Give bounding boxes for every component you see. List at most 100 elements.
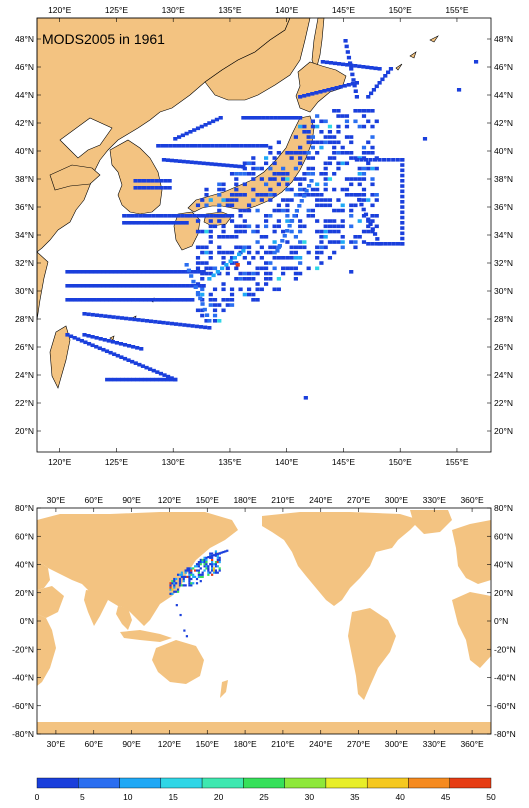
- observation-cell: [422, 137, 428, 141]
- observation-cell: [126, 221, 131, 225]
- observation-cell: [264, 144, 269, 148]
- observation-cell: [99, 313, 104, 318]
- observation-cell: [340, 151, 345, 155]
- observation-cell: [153, 319, 158, 324]
- observation-cell: [237, 164, 242, 169]
- observation-cell: [188, 577, 191, 581]
- observation-cell: [161, 270, 166, 274]
- observation-cell: [224, 263, 229, 267]
- observation-cell: [332, 135, 337, 139]
- observation-cell: [211, 119, 216, 124]
- observation-cell: [334, 86, 339, 90]
- observation-cell: [200, 214, 206, 218]
- observation-cell: [255, 193, 260, 197]
- observation-cell: [272, 245, 277, 250]
- observation-cell: [205, 144, 211, 148]
- observation-cell: [184, 263, 189, 267]
- observation-cell: [336, 198, 341, 202]
- observation-cell: [370, 182, 375, 187]
- observation-cell: [366, 224, 371, 229]
- observation-cell: [302, 177, 307, 181]
- observation-cell: [319, 235, 324, 239]
- observation-cell: [188, 214, 193, 218]
- land-korea: [109, 139, 163, 215]
- observation-cell: [167, 179, 172, 183]
- regional-lat-tick-label-left: 44°N: [15, 90, 34, 100]
- observation-cell: [195, 245, 201, 250]
- observation-cell: [225, 298, 230, 302]
- global-lat-tick-label-right: -60°N: [494, 701, 516, 711]
- observation-cell: [234, 224, 239, 229]
- observation-cell: [310, 124, 316, 129]
- observation-cell: [315, 114, 320, 118]
- observation-cell: [177, 159, 182, 163]
- observation-cell: [353, 235, 358, 239]
- observation-cell: [173, 590, 176, 593]
- observation-cell: [77, 284, 82, 288]
- observation-cell: [190, 584, 193, 587]
- observation-cell: [209, 556, 212, 559]
- observation-cell: [200, 245, 205, 250]
- observation-cell: [276, 219, 281, 223]
- regional-lat-tick-label-right: 46°N: [494, 62, 513, 72]
- observation-cell: [344, 124, 350, 129]
- observation-cell: [197, 270, 202, 274]
- observation-cell: [297, 204, 302, 208]
- observation-cell: [344, 177, 350, 181]
- observation-cell: [108, 377, 114, 382]
- observation-cell: [268, 198, 273, 202]
- observation-cell: [190, 573, 193, 576]
- observation-cell: [214, 569, 218, 572]
- observation-cell: [370, 227, 375, 231]
- colorbar-segment: [284, 777, 327, 789]
- observation-cell: [234, 277, 239, 281]
- colorbar-label: 5: [80, 792, 85, 802]
- observation-cell: [157, 270, 162, 274]
- observation-cell: [349, 214, 354, 218]
- observation-cell: [195, 308, 201, 313]
- observation-cell: [197, 144, 202, 148]
- observation-cell: [276, 208, 281, 213]
- observation-cell: [336, 151, 341, 155]
- observation-cell: [272, 287, 277, 292]
- observation-cell: [193, 270, 198, 274]
- observation-cell: [323, 235, 328, 239]
- observation-cell: [285, 116, 291, 120]
- observation-cell: [323, 119, 328, 124]
- regional-lon-tick-label-top: 130°E: [162, 5, 186, 15]
- observation-cell: [171, 580, 174, 583]
- observation-cell: [195, 229, 201, 234]
- observation-cell: [217, 182, 222, 187]
- observation-cell: [289, 266, 294, 271]
- observation-cell: [194, 569, 197, 572]
- observation-cell: [172, 221, 178, 225]
- observation-cell: [375, 237, 380, 241]
- observation-cell: [212, 567, 216, 570]
- observation-cell: [217, 219, 222, 223]
- observation-cell: [323, 224, 328, 229]
- observation-cell: [188, 571, 191, 574]
- observation-cell: [209, 555, 212, 558]
- observation-cell: [340, 187, 345, 192]
- observation-cell: [276, 172, 281, 176]
- observation-cell: [161, 284, 166, 288]
- observation-cell: [251, 177, 256, 181]
- observation-cell: [255, 240, 260, 244]
- observation-cell: [130, 214, 135, 218]
- observation-cell: [214, 553, 218, 556]
- observation-cell: [217, 245, 222, 250]
- observation-cell: [251, 271, 256, 276]
- colorbar-label: 20: [214, 792, 224, 802]
- observation-cell: [276, 277, 281, 281]
- observation-cell: [285, 177, 290, 181]
- observation-cell: [221, 256, 226, 260]
- observation-cell: [229, 250, 235, 255]
- observation-cell: [221, 235, 226, 239]
- observation-cell: [221, 224, 226, 229]
- observation-cell: [216, 558, 219, 562]
- observation-cell: [108, 298, 113, 302]
- observation-cell: [119, 355, 124, 359]
- observation-cell: [158, 371, 164, 376]
- observation-cell: [169, 588, 172, 591]
- regional-lat-tick-label-left: 20°N: [15, 426, 34, 436]
